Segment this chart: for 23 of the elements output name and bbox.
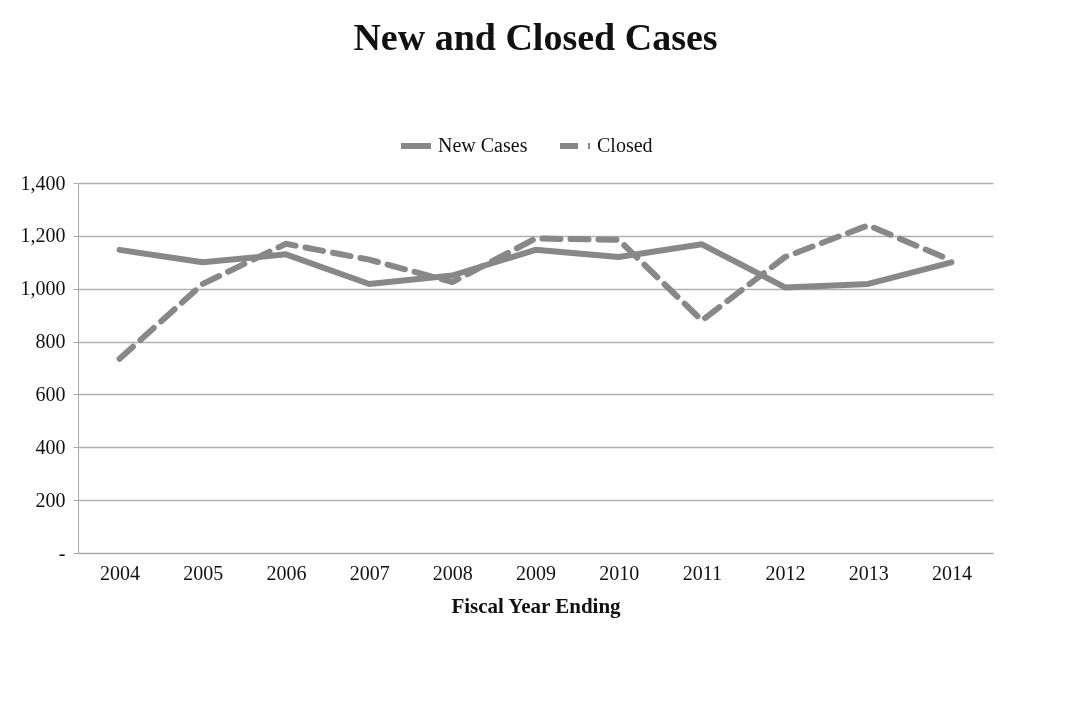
x-tick-label: 2007	[349, 561, 390, 584]
legend-label: Closed	[597, 134, 653, 156]
x-tick-label: 2006	[266, 561, 307, 584]
x-tick-label: 2011	[682, 561, 722, 584]
x-tick-label: 2009	[516, 561, 556, 584]
x-tick-label: 2013	[848, 561, 889, 584]
x-tick-label: 2010	[599, 561, 640, 584]
y-tick-label: 1,400	[20, 171, 66, 194]
x-tick-label: 2004	[100, 561, 141, 584]
legend-label: New Cases	[438, 134, 528, 156]
x-tick-label: 2014	[931, 561, 972, 584]
y-tick-label: 600	[35, 382, 66, 405]
x-tick-label: 2012	[765, 561, 806, 584]
y-tick-label: 1,200	[20, 224, 66, 247]
y-tick-label: 200	[35, 488, 66, 511]
x-axis-title: Fiscal Year Ending	[451, 593, 622, 618]
x-tick-label: 2008	[432, 561, 473, 584]
y-tick-label: -	[58, 541, 66, 564]
x-tick-label: 2005	[183, 561, 224, 584]
y-tick-label: 400	[35, 435, 66, 458]
y-tick-label: 1,000	[20, 277, 66, 300]
y-tick-label: 800	[35, 330, 66, 353]
chart-title: New and Closed Cases	[353, 16, 718, 58]
